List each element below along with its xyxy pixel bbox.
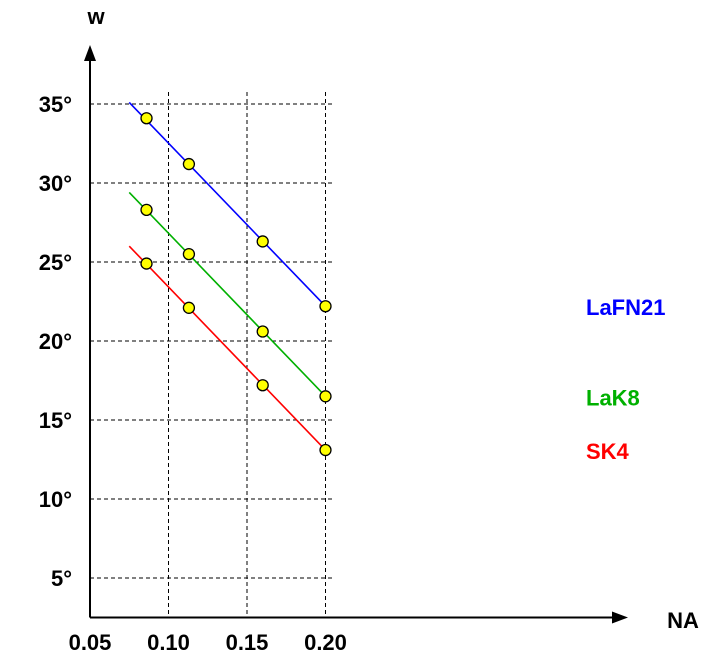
data-point-sk4 — [319, 443, 332, 457]
series-label-lak8: LaK8 — [586, 385, 640, 410]
data-point-lak8 — [319, 390, 332, 403]
series-lak8 — [128, 191, 332, 403]
series-label-lafn21: LaFN21 — [586, 295, 665, 320]
series-layer — [128, 101, 332, 457]
data-point-sk4 — [256, 379, 269, 392]
x-axis-title: NA — [667, 608, 699, 633]
data-point-lafn21 — [319, 300, 332, 313]
series-label-sk4: SK4 — [586, 439, 630, 464]
series-sk4 — [128, 245, 332, 457]
labels-layer: w NA 5° 10° 15° 20° 25° 30° 35° 0.05 0.10 0.15 0.20 L… — [39, 4, 699, 655]
x-axis-arrow-icon — [612, 611, 628, 624]
y-tick-label: 10° — [39, 487, 72, 512]
data-point-sk4 — [140, 257, 153, 270]
series-line-lak8 — [128, 191, 327, 397]
y-tick-label: 35° — [39, 92, 72, 117]
series-line-sk4 — [128, 245, 327, 451]
y-axis-arrow-icon — [84, 45, 96, 61]
x-tick-label: 0.10 — [147, 630, 190, 655]
data-point-lak8 — [140, 203, 153, 217]
axes — [84, 45, 628, 624]
data-point-lak8 — [256, 325, 269, 338]
data-point-lak8 — [182, 247, 196, 261]
x-tick-label: 0.05 — [69, 630, 112, 655]
y-tick-label: 20° — [39, 329, 72, 354]
data-point-lafn21 — [182, 157, 196, 171]
data-point-sk4 — [182, 301, 196, 314]
series-line-lafn21 — [128, 101, 327, 307]
y-tick-label: 15° — [39, 408, 72, 433]
series-lafn21 — [128, 101, 332, 313]
y-tick-label: 25° — [39, 250, 72, 275]
y-tick-label: 5° — [51, 566, 72, 591]
x-tick-label: 0.20 — [304, 630, 347, 655]
y-axis-title: w — [86, 4, 105, 29]
data-point-lafn21 — [256, 235, 269, 248]
x-tick-label: 0.15 — [226, 630, 269, 655]
y-tick-label: 30° — [39, 171, 72, 196]
data-point-lafn21 — [140, 112, 153, 125]
grid — [90, 92, 334, 618]
